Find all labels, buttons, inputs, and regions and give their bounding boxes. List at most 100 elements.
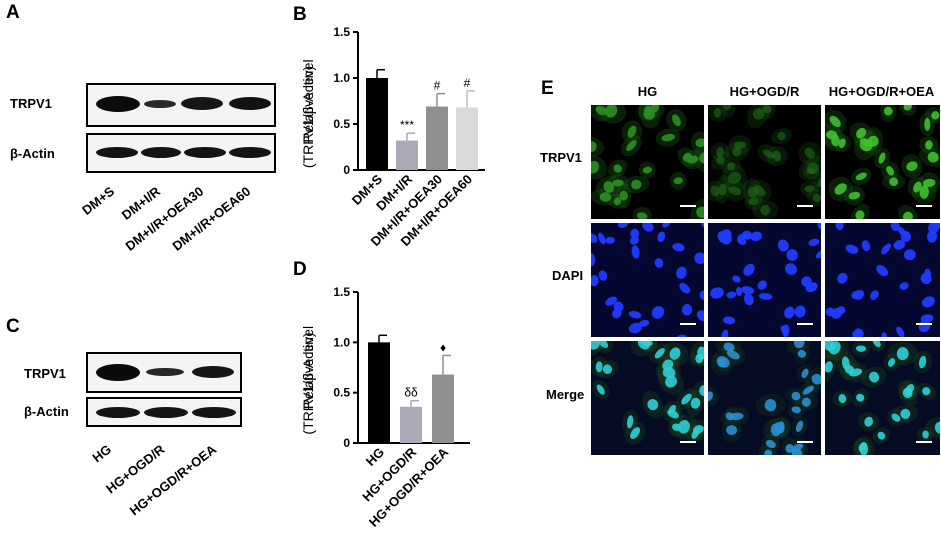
cell	[591, 253, 596, 267]
cell	[630, 228, 640, 239]
cell	[859, 442, 869, 455]
cell	[782, 324, 790, 337]
cell	[886, 166, 895, 176]
micro-cells	[825, 105, 940, 219]
scale-bar	[797, 323, 813, 325]
cell	[838, 138, 846, 149]
micro-image-trpv1-ogdr	[707, 104, 822, 220]
scale-bar	[916, 205, 932, 207]
micro-image-trpv1-oea	[824, 104, 941, 220]
cell	[662, 223, 671, 228]
cell	[889, 177, 899, 186]
cell	[612, 179, 624, 187]
cell	[815, 248, 821, 259]
cell	[852, 330, 862, 337]
cell	[878, 152, 886, 164]
cell	[694, 252, 704, 264]
cell	[845, 244, 859, 254]
cell	[864, 416, 874, 427]
cell	[856, 393, 865, 402]
scale-bar	[680, 205, 696, 207]
cell	[650, 105, 660, 113]
cell	[626, 415, 634, 429]
cell	[603, 181, 615, 193]
cell	[764, 399, 777, 412]
scale-bar	[797, 205, 813, 207]
scale-bar	[916, 323, 932, 325]
cell	[676, 266, 687, 279]
micro-image-merge-oea	[824, 340, 941, 456]
cell	[699, 152, 704, 164]
cell	[690, 397, 701, 409]
chart-d-y-tick-label: 0	[343, 436, 350, 450]
cell	[837, 306, 846, 315]
chart-b-significance-mark: ***	[400, 118, 414, 132]
cell	[786, 249, 798, 261]
micro-image-trpv1-hg	[590, 104, 705, 220]
cell	[638, 319, 650, 327]
cell	[696, 206, 704, 219]
cell	[817, 175, 821, 187]
cell	[640, 341, 653, 346]
panel-letter-e: E	[541, 78, 554, 99]
scale-bar	[797, 441, 813, 443]
cell	[791, 391, 801, 401]
cell	[673, 177, 683, 185]
cell	[631, 179, 642, 190]
cell	[902, 211, 913, 219]
chart-d-significance-mark: ♦	[440, 340, 446, 354]
cell	[811, 373, 821, 385]
cell	[651, 306, 665, 319]
micro-cells	[708, 341, 821, 455]
cell	[804, 147, 816, 159]
cell	[920, 272, 932, 285]
cell	[642, 223, 654, 232]
chart-b-bar	[396, 140, 418, 170]
cell	[825, 361, 833, 373]
cell	[681, 303, 693, 316]
chart-b-significance-mark: #	[464, 76, 471, 90]
cell	[918, 355, 927, 369]
cell	[861, 240, 871, 252]
micro-row-label-dapi: DAPI	[552, 268, 584, 283]
cell	[727, 162, 735, 171]
cell	[919, 185, 929, 199]
cell	[764, 449, 773, 455]
cell	[718, 183, 727, 196]
cell	[897, 226, 907, 237]
micro-cells	[591, 341, 704, 445]
cell	[881, 332, 888, 337]
cell	[757, 280, 767, 290]
cell	[733, 141, 747, 149]
cell	[723, 342, 735, 352]
micro-cells	[825, 223, 940, 337]
cell	[699, 384, 704, 397]
cell	[598, 232, 606, 245]
cell	[927, 151, 939, 163]
cell	[925, 140, 933, 150]
cell	[605, 296, 618, 306]
blot-c-lane-label-1: HG	[89, 441, 114, 466]
cell	[591, 275, 599, 287]
cell	[722, 105, 732, 110]
cell	[838, 394, 847, 404]
cell	[716, 356, 730, 368]
cell	[922, 430, 929, 439]
cell	[760, 204, 771, 216]
cell	[835, 223, 844, 231]
cell	[881, 243, 891, 255]
micro-image-dapi-oea	[824, 222, 941, 338]
cell	[834, 183, 847, 195]
cell	[602, 364, 613, 374]
cell	[613, 301, 624, 312]
micro-cells	[708, 105, 821, 219]
cell	[628, 311, 642, 319]
blot-a-lane-label-1: DM+S	[78, 183, 117, 218]
chart-d-significance-mark: δδ	[404, 386, 418, 400]
blot-a-lane-label-3: DM+I/R+OEA30	[122, 183, 207, 254]
cell	[906, 161, 918, 171]
micro-image-dapi-ogdr	[707, 222, 822, 338]
chart-b-y-tick-label: 1.5	[333, 25, 350, 39]
micro-column-head-ogdr: HG+OGD/R	[729, 84, 800, 99]
cell	[642, 166, 653, 174]
